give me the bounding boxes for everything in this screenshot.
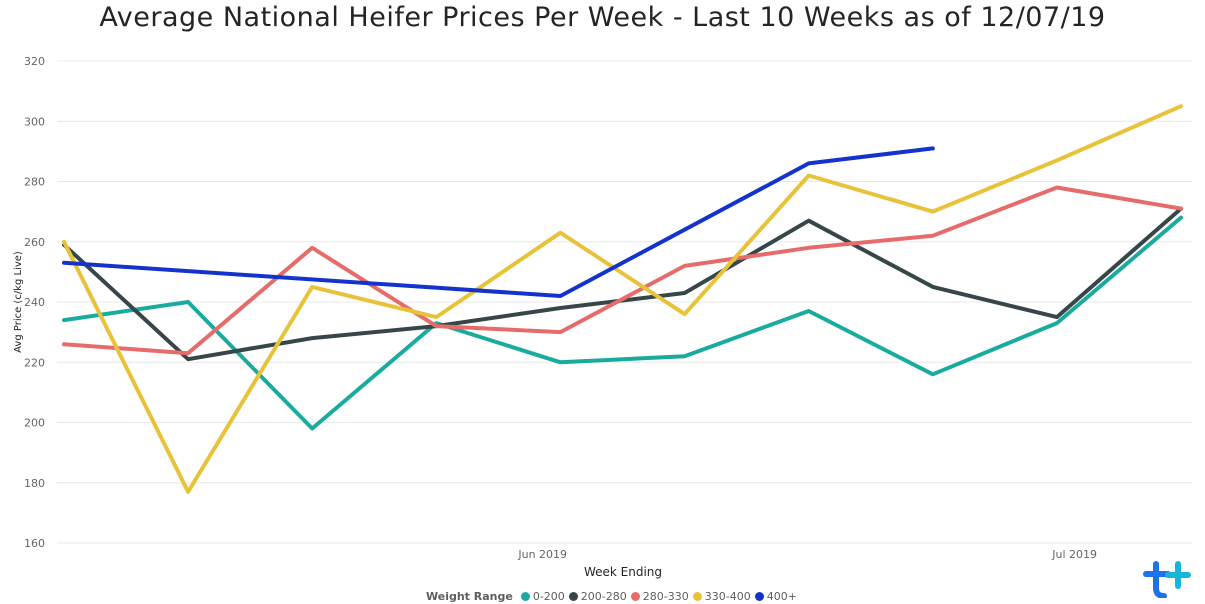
legend-item[interactable]: 400+ (754, 589, 797, 603)
legend-item[interactable]: 200-280 (568, 589, 627, 603)
legend-item[interactable]: 330-400 (692, 589, 751, 603)
series-line-200-280 (62, 206, 1183, 362)
legend-item[interactable]: 0-200 (520, 589, 565, 603)
brand-logo (1143, 561, 1191, 598)
series-line-400+ (62, 146, 935, 298)
legend-label: 200-280 (580, 589, 627, 603)
x-axis-title: Week Ending (584, 565, 662, 579)
y-tick-label: 180 (24, 477, 45, 490)
legend-dot-icon (630, 591, 640, 601)
y-tick-label: 280 (24, 176, 45, 189)
y-tick-label: 220 (24, 356, 45, 369)
legend-dot-icon (754, 591, 764, 601)
x-tick-label: Jun 2019 (517, 548, 567, 561)
legend: Weight Range 0-200 200-280 280-330 330-400 4… (426, 588, 801, 604)
y-tick-label: 240 (24, 296, 45, 309)
x-tick-label: Jul 2019 (1051, 548, 1097, 561)
series-lines (62, 104, 1183, 494)
legend-label: 400+ (766, 589, 797, 603)
legend-label: 0-200 (532, 589, 565, 603)
y-tick-label: 320 (24, 55, 45, 68)
series-line-330-400 (62, 104, 1183, 494)
y-axis-ticks: 160 180 200 220 240 260 280 300 320 (24, 55, 45, 550)
y-tick-label: 300 (24, 115, 45, 128)
legend-dot-icon (520, 591, 530, 601)
y-tick-label: 200 (24, 417, 45, 430)
y-tick-label: 260 (24, 236, 45, 249)
legend-item[interactable]: 280-330 (630, 589, 689, 603)
legend-items: 0-200 200-280 280-330 330-400 400+ (520, 589, 801, 603)
legend-label: 280-330 (642, 589, 689, 603)
y-tick-label: 160 (24, 537, 45, 550)
legend-label: 330-400 (704, 589, 751, 603)
chart-title: Average National Heifer Prices Per Week … (99, 2, 1106, 33)
x-axis-ticks: Jun 2019 Jul 2019 (517, 548, 1097, 561)
series-line-0-200 (62, 215, 1183, 431)
series-line-280-330 (62, 185, 1183, 356)
legend-dot-icon (692, 591, 702, 601)
legend-dot-icon (568, 591, 578, 601)
legend-title: Weight Range (426, 589, 513, 603)
y-axis-title: Avg Price (c/kg Live) (13, 251, 24, 353)
